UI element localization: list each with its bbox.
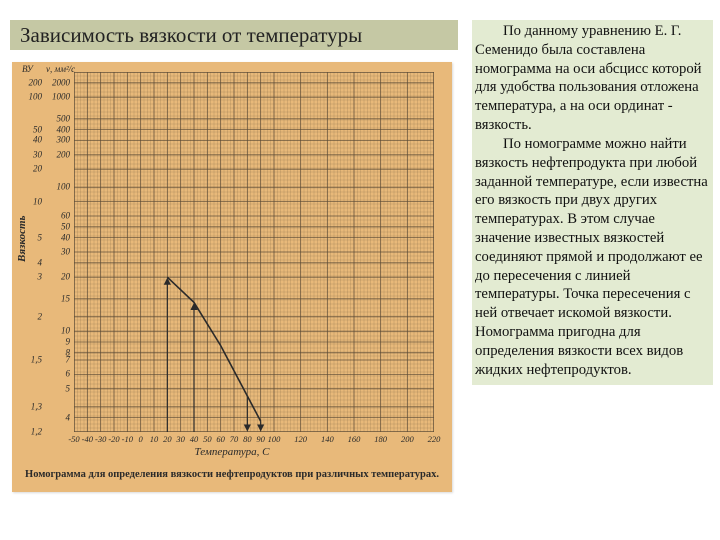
x-tick: -50 (68, 434, 79, 444)
nomogram-chart: ВУ ν, мм²/с 200100504030201054321,51,31,… (12, 62, 452, 492)
x-tick: -10 (122, 434, 133, 444)
y-tick-c2: 300 (57, 136, 71, 145)
x-tick: -40 (82, 434, 93, 444)
y-tick-c2: 40 (61, 233, 70, 242)
x-tick: 90 (256, 434, 265, 444)
y-tick-c2: 60 (61, 212, 70, 221)
y-tick-c1: 200 (29, 78, 43, 87)
y-tick-c2: 2000 (52, 78, 70, 87)
x-tick: 80 (243, 434, 252, 444)
y-tick-c2: 50 (61, 222, 70, 231)
x-tick: 70 (230, 434, 239, 444)
x-tick: 200 (401, 434, 414, 444)
x-tick: 140 (321, 434, 334, 444)
y-tick-c2: 6 (66, 370, 71, 379)
y-tick-c1: 3 (38, 273, 43, 282)
x-tick: 160 (348, 434, 361, 444)
y-tick-c1: 10 (33, 197, 42, 206)
y-tick-c2: 9 (66, 338, 71, 347)
y-tick-c2: 4 (66, 413, 71, 422)
y-ticks-col2: 2000100050040030020010060504030201510987… (44, 72, 70, 432)
y-tick-c2: 30 (61, 248, 70, 257)
title-text: Зависимость вязкости от температуры (20, 23, 362, 48)
x-tick: 60 (216, 434, 225, 444)
y-tick-c1: 1,3 (31, 402, 42, 411)
x-tick: 120 (294, 434, 307, 444)
plot-area (74, 72, 434, 432)
y-tick-c1: 1,5 (31, 356, 42, 365)
y-tick-c1: 5 (38, 233, 43, 242)
y-tick-c2: 500 (57, 114, 71, 123)
x-tick: -20 (108, 434, 119, 444)
x-tick: 220 (428, 434, 441, 444)
x-tick: 0 (139, 434, 143, 444)
x-tick: 10 (150, 434, 159, 444)
y-tick-c1: 2 (38, 312, 43, 321)
x-tick: 20 (163, 434, 172, 444)
y-tick-c2: 15 (61, 294, 70, 303)
y-tick-c2: 20 (61, 273, 70, 282)
y-tick-c1: 1,2 (31, 428, 42, 437)
plot-svg (74, 72, 434, 432)
y-tick-c1: 40 (33, 136, 42, 145)
x-tick: 50 (203, 434, 212, 444)
y-tick-c1: 30 (33, 150, 42, 159)
y-tick-c2: 100 (57, 183, 71, 192)
x-tick: 180 (374, 434, 387, 444)
x-axis-label: Температура, С (12, 446, 452, 458)
y-tick-c2: 200 (57, 150, 71, 159)
y-tick-c2: 400 (57, 125, 71, 134)
page-title: Зависимость вязкости от температуры (10, 20, 458, 50)
y-axis-label: Вязкость (16, 215, 28, 262)
y-tick-c2: 10 (61, 327, 70, 336)
y-tick-c2: 5 (66, 384, 71, 393)
y-tick-c1: 100 (29, 93, 43, 102)
y-tick-c2: 7 (66, 356, 71, 365)
paragraph-2: По номограмме можно найти вязкость нефте… (475, 135, 710, 380)
x-tick: 40 (190, 434, 199, 444)
y-tick-c2: 1000 (52, 93, 70, 102)
description-panel: По данному уравнению Е. Г. Семенидо была… (472, 20, 713, 385)
x-tick: -30 (95, 434, 106, 444)
y-tick-c1: 50 (33, 125, 42, 134)
y-tick-c1: 20 (33, 165, 42, 174)
y-tick-c1: 4 (38, 258, 43, 267)
x-tick: 100 (268, 434, 281, 444)
paragraph-1: По данному уравнению Е. Г. Семенидо была… (475, 22, 710, 135)
x-tick: 30 (176, 434, 185, 444)
chart-caption: Номограмма для определения вязкости нефт… (12, 469, 452, 480)
